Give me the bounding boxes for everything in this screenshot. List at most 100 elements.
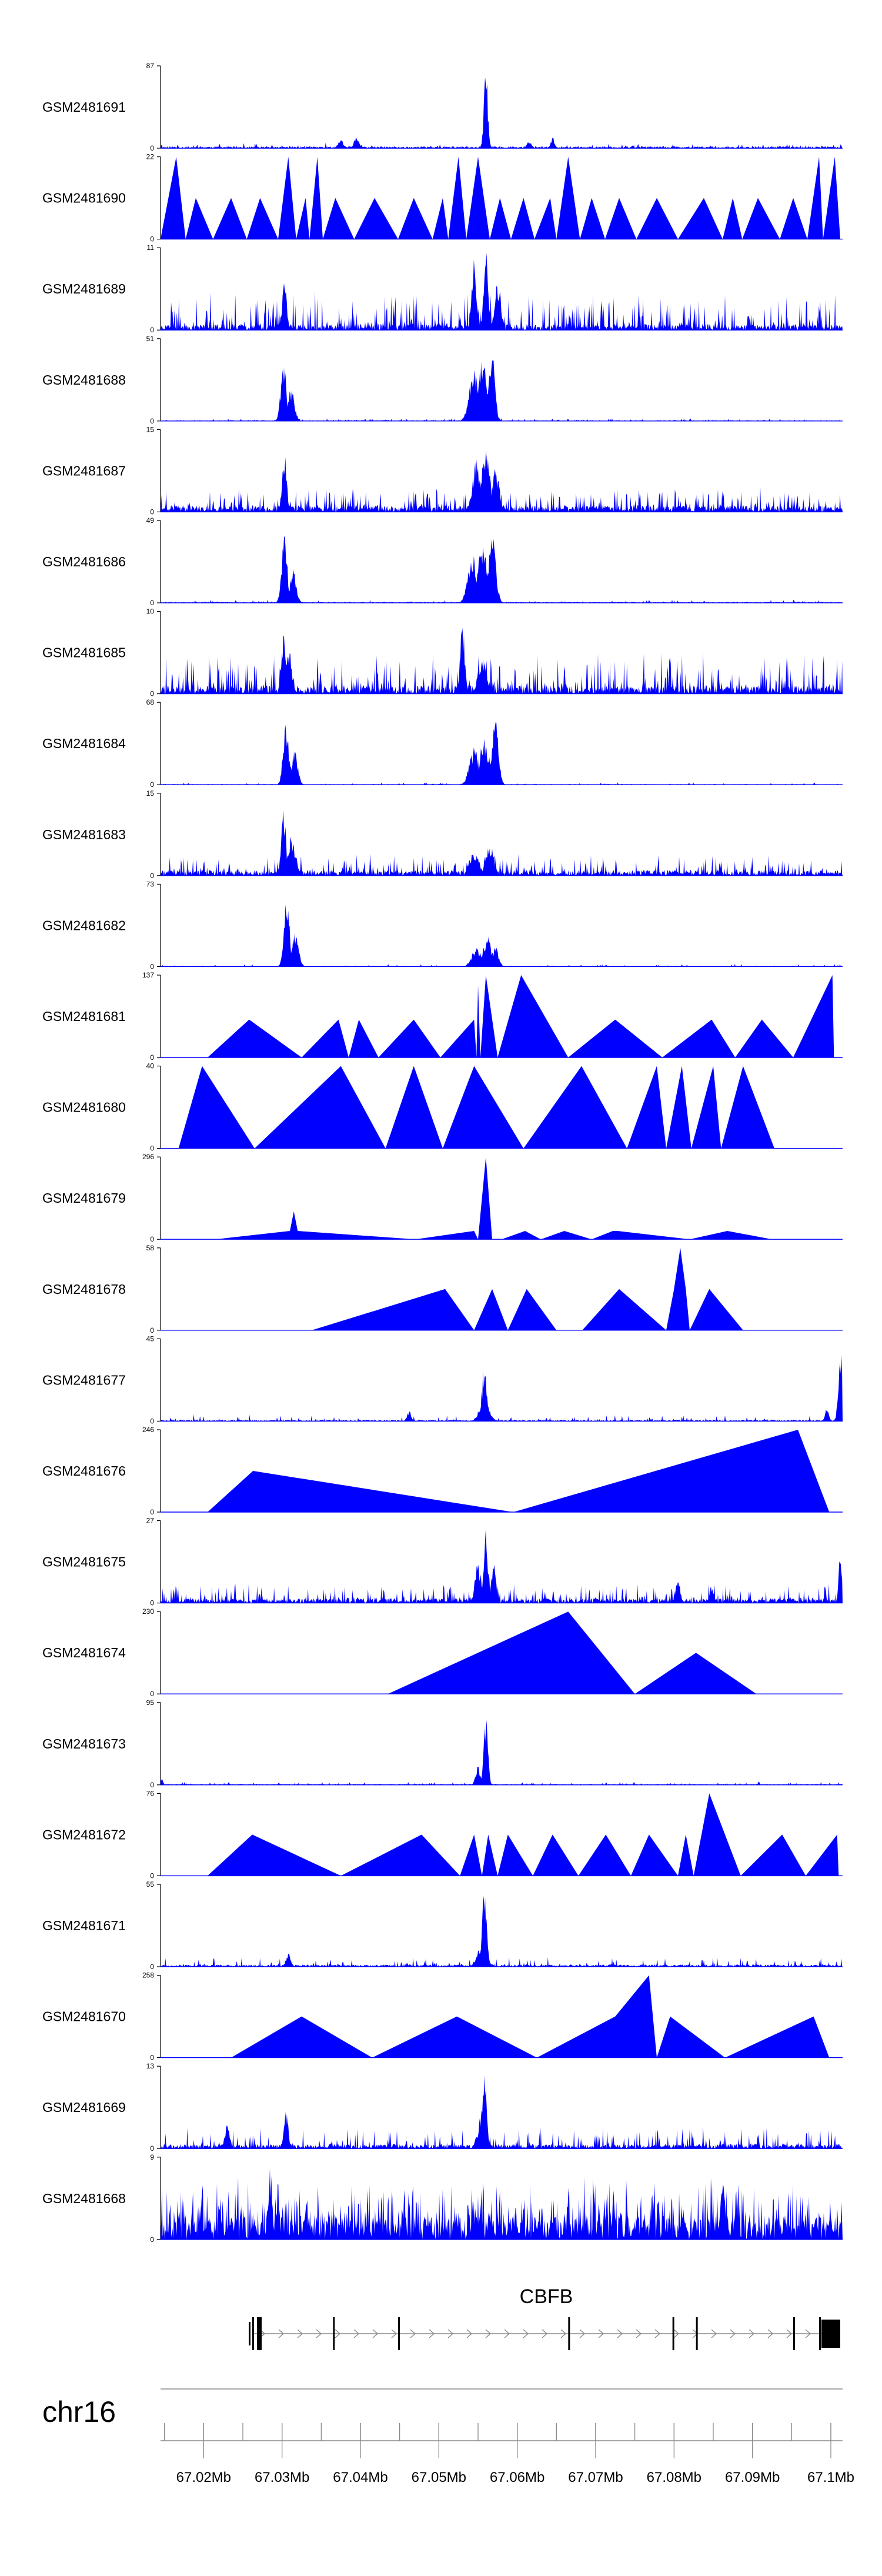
coverage-area	[161, 2168, 843, 2240]
track-label: GSM2481684	[42, 736, 126, 751]
y-min-label: 0	[150, 1871, 154, 1880]
y-max-label: 27	[146, 1517, 155, 1525]
y-min-label: 0	[150, 599, 154, 607]
gene-exon	[819, 2317, 821, 2350]
y-min-label: 0	[150, 417, 154, 425]
y-min-label: 0	[150, 508, 154, 516]
strand-arrow	[730, 2329, 736, 2338]
strand-arrow	[504, 2329, 510, 2338]
x-tick-label: 67.02Mb	[176, 2470, 231, 2485]
gene-utr	[249, 2322, 250, 2345]
y-min-label: 0	[150, 1053, 154, 1062]
gene-exon	[257, 2317, 262, 2350]
y-max-label: 13	[146, 2062, 155, 2070]
gene-exon	[672, 2317, 674, 2350]
strand-arrow	[278, 2329, 285, 2338]
track-label: GSM2481673	[42, 1736, 126, 1751]
strand-arrow	[410, 2329, 416, 2338]
track-GSM2481675: GSM2481675 27 0	[42, 1517, 843, 1607]
y-min-label: 0	[150, 690, 154, 698]
coverage-area	[161, 627, 843, 694]
gene-exon	[793, 2317, 795, 2350]
track-GSM2481680: GSM2481680 40 0	[42, 1062, 843, 1153]
x-tick-label: 67.09Mb	[725, 2470, 780, 2485]
coverage-area	[231, 1975, 830, 2058]
y-max-label: 49	[146, 516, 155, 525]
y-min-label: 0	[150, 1326, 154, 1334]
y-min-label: 0	[150, 1235, 154, 1243]
track-GSM2481676: GSM2481676 246 0	[42, 1426, 843, 1516]
x-tick-label: 67.06Mb	[490, 2470, 544, 2485]
track-label: GSM2481679	[42, 1190, 126, 1206]
coverage-area	[387, 1611, 757, 1694]
y-max-label: 55	[146, 1880, 155, 1888]
y-min-label: 0	[150, 235, 154, 243]
strand-arrow	[598, 2329, 604, 2338]
track-label: GSM2481681	[42, 1009, 126, 1024]
gene-exon	[333, 2317, 335, 2350]
track-GSM2481691: GSM2481691 87 0	[42, 62, 843, 152]
strand-arrow	[711, 2329, 717, 2338]
strand-arrow	[579, 2329, 586, 2338]
y-min-label: 0	[150, 1781, 154, 1789]
track-label: GSM2481675	[42, 1554, 126, 1570]
track-GSM2481669: GSM2481669 13 0	[42, 2062, 843, 2153]
track-GSM2481686: GSM2481686 49 0	[42, 516, 843, 607]
strand-arrow	[542, 2329, 548, 2338]
track-label: GSM2481668	[42, 2191, 126, 2206]
strand-arrow	[636, 2329, 642, 2338]
track-GSM2481681: GSM2481681 137 0	[42, 971, 843, 1062]
y-max-label: 58	[146, 1244, 155, 1252]
coverage-area	[161, 905, 843, 967]
track-GSM2481679: GSM2481679 296 0	[42, 1153, 843, 1243]
y-max-label: 230	[142, 1607, 154, 1616]
x-tick-label: 67.04Mb	[333, 2470, 387, 2485]
x-tick-label: 67.1Mb	[807, 2470, 854, 2485]
y-max-label: 22	[146, 153, 155, 161]
y-min-label: 0	[150, 2054, 154, 2062]
track-label: GSM2481678	[42, 1282, 126, 1297]
strand-arrow	[805, 2329, 811, 2338]
gene-exon	[696, 2317, 698, 2350]
y-max-label: 40	[146, 1062, 155, 1070]
track-GSM2481668: GSM2481668 9 0	[42, 2153, 843, 2244]
strand-arrow	[786, 2329, 793, 2338]
strand-arrow	[353, 2329, 360, 2338]
y-max-label: 87	[146, 62, 155, 70]
gene-exon	[568, 2317, 570, 2350]
y-max-label: 45	[146, 1334, 155, 1343]
x-tick-label: 67.05Mb	[412, 2470, 466, 2485]
y-min-label: 0	[150, 144, 154, 152]
gene-label: CBFB	[520, 2285, 573, 2308]
track-GSM2481678: GSM2481678 58 0	[42, 1244, 843, 1334]
y-max-label: 137	[142, 971, 154, 979]
y-min-label: 0	[150, 872, 154, 880]
gene-exon	[398, 2317, 400, 2350]
gene-track: CBFB	[249, 2285, 840, 2350]
strand-arrow	[673, 2329, 680, 2338]
track-label: GSM2481682	[42, 917, 126, 933]
y-min-label: 0	[150, 1417, 154, 1425]
track-label: GSM2481677	[42, 1372, 126, 1387]
x-tick-label: 67.08Mb	[647, 2470, 701, 2485]
track-GSM2481682: GSM2481682 73 0	[42, 880, 843, 970]
track-label: GSM2481685	[42, 645, 126, 660]
coverage-area	[208, 1793, 839, 1876]
coverage-area	[161, 722, 843, 785]
y-max-label: 95	[146, 1699, 155, 1707]
track-label: GSM2481670	[42, 2009, 126, 2024]
y-min-label: 0	[150, 326, 154, 334]
track-label: GSM2481683	[42, 827, 126, 842]
strand-arrow	[485, 2329, 492, 2338]
track-label: GSM2481676	[42, 1463, 126, 1479]
y-max-label: 10	[146, 608, 155, 616]
strand-arrow	[617, 2329, 623, 2338]
coverage-area	[161, 2076, 843, 2149]
track-GSM2481683: GSM2481683 15 0	[42, 789, 843, 880]
track-label: GSM2481688	[42, 372, 126, 388]
coverage-area	[312, 1247, 743, 1330]
track-label: GSM2481690	[42, 191, 126, 206]
chromosome-axis: chr16	[42, 2388, 843, 2428]
genome-axis: 67.02Mb 67.03Mb 67.04Mb 67.05Mb 67.06Mb 67.07…	[161, 2423, 854, 2485]
y-max-label: 68	[146, 698, 155, 706]
